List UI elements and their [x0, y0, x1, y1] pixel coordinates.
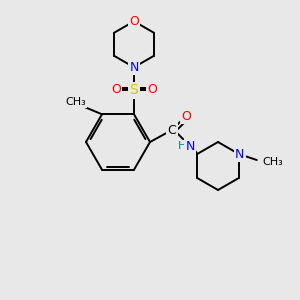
Text: N: N	[185, 140, 195, 152]
Text: O: O	[111, 83, 121, 96]
Text: CH₃: CH₃	[263, 157, 284, 167]
Text: O: O	[147, 83, 157, 96]
Text: C: C	[168, 124, 176, 136]
Text: S: S	[130, 83, 138, 97]
Text: CH₃: CH₃	[66, 97, 86, 107]
Text: O: O	[129, 15, 139, 28]
Text: N: N	[235, 148, 244, 160]
Text: N: N	[129, 61, 139, 74]
Text: H: H	[178, 141, 186, 151]
Text: O: O	[181, 110, 191, 122]
